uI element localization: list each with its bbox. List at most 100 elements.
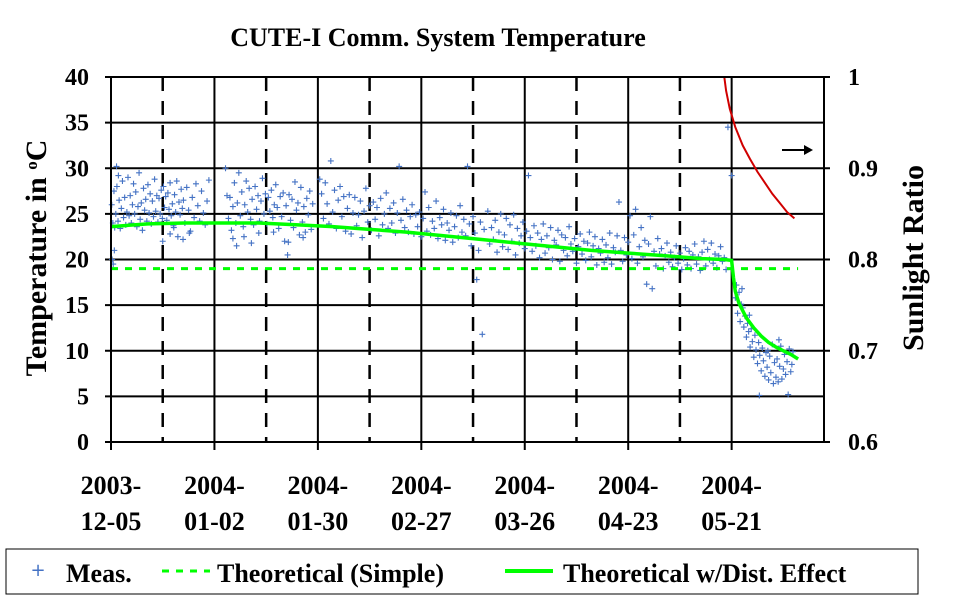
- data-point: [758, 367, 765, 374]
- data-point: [433, 198, 440, 205]
- y-tick-label-left: 30: [65, 156, 89, 182]
- data-point: [420, 215, 427, 222]
- data-point: [246, 185, 253, 192]
- data-point: [440, 206, 447, 213]
- data-point: [159, 215, 166, 222]
- data-point: [142, 196, 149, 203]
- data-point: [244, 209, 251, 216]
- data-point: [180, 197, 187, 204]
- data-point: [234, 199, 241, 206]
- data-point: [684, 261, 691, 268]
- data-point: [523, 228, 530, 235]
- data-point: [240, 233, 247, 240]
- y-axis-right: 0.6 0.7 0.8 0.9 1: [824, 65, 878, 456]
- data-point: [785, 391, 792, 398]
- data-point: [759, 345, 766, 352]
- data-point: [186, 230, 193, 237]
- data-point: [159, 238, 166, 245]
- data-point: [162, 193, 169, 200]
- data-point: [296, 231, 303, 238]
- data-point: [272, 181, 279, 188]
- legend-label-simple: Theoretical (Simple): [217, 559, 444, 588]
- data-point: [359, 234, 366, 241]
- data-point: [599, 236, 606, 243]
- data-point: [761, 373, 768, 380]
- data-point: [355, 211, 362, 218]
- data-point: [284, 251, 291, 258]
- data-point: [789, 348, 796, 355]
- y-axis-left-label: Temperature in oC: [20, 140, 53, 377]
- data-point: [457, 202, 464, 209]
- data-point: [471, 230, 478, 237]
- y-tick-label-left: 40: [65, 65, 89, 91]
- data-point: [265, 194, 272, 201]
- y-tick-label-right: 1: [848, 65, 860, 91]
- data-point: [151, 176, 158, 183]
- data-point: [329, 209, 336, 216]
- data-point: [488, 224, 495, 231]
- data-point: [712, 251, 719, 258]
- data-point: [348, 230, 355, 237]
- data-point: [558, 231, 565, 238]
- plot-border: [110, 76, 825, 443]
- data-point: [171, 191, 178, 198]
- x-tick-label-line2: 01-02: [184, 507, 245, 536]
- data-point: [293, 207, 300, 214]
- data-point: [344, 205, 351, 212]
- data-point: [700, 238, 707, 245]
- data-point: [724, 124, 731, 131]
- data-point: [451, 223, 458, 230]
- data-point: [275, 225, 282, 232]
- y-axis-left-label-prefix: Temperature in: [20, 170, 53, 377]
- data-point: [603, 241, 610, 248]
- data-point: [407, 213, 414, 220]
- data-point: [775, 378, 782, 385]
- data-point: [253, 206, 260, 213]
- data-point: [614, 232, 621, 239]
- data-point: [300, 234, 307, 241]
- data-point: [580, 238, 587, 245]
- data-point: [784, 358, 791, 365]
- data-point: [468, 242, 475, 249]
- data-point: [477, 219, 484, 226]
- x-tick-label-line1: 2004-: [288, 471, 349, 500]
- y-tick-label-left: 0: [77, 430, 89, 456]
- data-point: [303, 195, 310, 202]
- data-point: [566, 223, 573, 230]
- data-point: [473, 276, 480, 283]
- data-point: [194, 202, 201, 209]
- data-point: [497, 210, 504, 217]
- data-point: [390, 199, 397, 206]
- data-point: [300, 203, 307, 210]
- data-point: [686, 248, 693, 255]
- data-point: [756, 352, 763, 359]
- data-point: [573, 260, 580, 267]
- data-point: [577, 230, 584, 237]
- data-point: [506, 221, 513, 228]
- data-point: [638, 224, 645, 231]
- data-point: [160, 183, 167, 190]
- data-point: [529, 248, 536, 255]
- data-point: [593, 261, 600, 268]
- data-point: [429, 218, 436, 225]
- data-point: [346, 191, 353, 198]
- data-point: [586, 229, 593, 236]
- data-point: [503, 215, 510, 222]
- data-point: [120, 214, 127, 221]
- data-point: [129, 201, 136, 208]
- data-point: [505, 246, 512, 253]
- data-point: [608, 261, 615, 268]
- data-point: [262, 190, 269, 197]
- data-point: [119, 178, 126, 185]
- data-point: [158, 187, 165, 194]
- data-point: [619, 258, 626, 265]
- data-point: [222, 165, 229, 172]
- data-point: [588, 253, 595, 260]
- data-point: [446, 227, 453, 234]
- data-point: [514, 225, 521, 232]
- data-point: [237, 212, 244, 219]
- data-point: [243, 178, 250, 185]
- data-point: [519, 219, 526, 226]
- data-point: [180, 236, 187, 243]
